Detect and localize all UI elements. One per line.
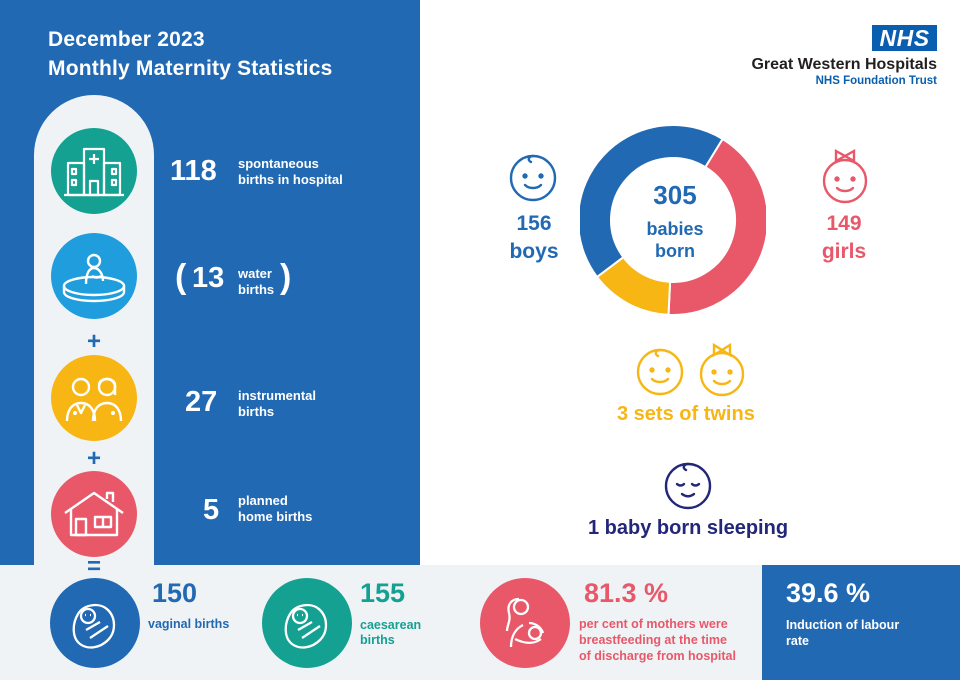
donut-segment-boys bbox=[580, 124, 725, 279]
boys-label: boys bbox=[509, 240, 559, 263]
induction-label-2: rate bbox=[786, 634, 809, 648]
water-close-paren: ) bbox=[280, 258, 292, 296]
breastfeeding-label-2: breastfeeding at the time bbox=[579, 633, 727, 647]
twins-label: 3 sets of twins bbox=[617, 403, 755, 425]
donut-segment-girls bbox=[667, 137, 766, 316]
instrumental-label-1: instrumental bbox=[238, 388, 317, 403]
vaginal-label: vaginal births bbox=[148, 617, 230, 631]
water-birth-icon bbox=[62, 253, 126, 303]
home-label-1: planned bbox=[238, 493, 288, 508]
report-title: Monthly Maternity Statistics bbox=[48, 57, 333, 80]
vaginal-icon-circle bbox=[50, 578, 140, 668]
breastfeeding-icon-circle bbox=[480, 578, 570, 668]
org-sub: NHS Foundation Trust bbox=[815, 75, 937, 87]
induction-label-1: Induction of labour bbox=[786, 618, 900, 632]
total-label-2: born bbox=[655, 241, 695, 261]
total-label-1: babies bbox=[646, 219, 704, 239]
caesarean-icon-circle bbox=[262, 578, 352, 668]
breastfeeding-icon bbox=[505, 597, 545, 648]
vaginal-value: 150 bbox=[152, 578, 198, 608]
induction-panel bbox=[762, 565, 960, 680]
sleeping-baby-icon bbox=[664, 462, 712, 510]
caesarean-label-1: caesarean bbox=[360, 618, 422, 632]
boys-value: 156 bbox=[516, 212, 552, 235]
instrumental-value: 27 bbox=[185, 386, 218, 418]
water-birth-icon-circle bbox=[51, 233, 137, 319]
breastfeeding-label-3: of discharge from hospital bbox=[579, 649, 736, 663]
instrumental-label-2: births bbox=[238, 404, 275, 419]
breastfeeding-value: 81.3 % bbox=[584, 578, 669, 608]
plus-sign: + bbox=[86, 445, 101, 472]
clinicians-icon bbox=[65, 377, 123, 422]
water-open-paren: ( bbox=[175, 258, 187, 296]
report-date: December 2023 bbox=[48, 28, 205, 51]
caesarean-value: 155 bbox=[360, 578, 406, 608]
swaddled-baby-icon bbox=[284, 603, 328, 649]
swaddled-baby-icon bbox=[72, 603, 116, 649]
donut-segment-twins bbox=[595, 255, 672, 316]
home-value: 5 bbox=[203, 494, 220, 526]
total-value: 305 bbox=[653, 180, 697, 210]
home-label-2: home births bbox=[238, 509, 313, 524]
water-value: 13 bbox=[192, 262, 225, 294]
caesarean-label-2: births bbox=[360, 633, 395, 647]
spontaneous-value: 118 bbox=[170, 155, 217, 187]
water-label-2: births bbox=[238, 282, 275, 297]
boy-baby-icon bbox=[509, 154, 557, 202]
girls-label: girls bbox=[821, 240, 867, 263]
girls-value: 149 bbox=[826, 212, 862, 235]
induction-value: 39.6 % bbox=[786, 578, 871, 608]
clinicians-icon-circle bbox=[51, 355, 137, 441]
water-label-1: water bbox=[238, 266, 272, 281]
sleeping-label: 1 baby born sleeping bbox=[588, 517, 789, 539]
twins-icon bbox=[636, 342, 745, 397]
house-icon bbox=[64, 491, 124, 537]
girl-baby-icon bbox=[822, 148, 868, 204]
org-name: Great Western Hospitals bbox=[751, 56, 937, 73]
nhs-logo: NHS bbox=[872, 25, 937, 51]
hospital-icon-circle bbox=[51, 128, 137, 214]
spontaneous-label-2: births in hospital bbox=[238, 172, 343, 187]
house-icon-circle bbox=[51, 471, 137, 557]
plus-sign: + bbox=[86, 328, 101, 355]
births-donut bbox=[580, 124, 766, 316]
breastfeeding-label-1: per cent of mothers were bbox=[579, 617, 728, 631]
spontaneous-label-1: spontaneous bbox=[238, 156, 319, 171]
equals-sign: = bbox=[86, 553, 101, 580]
hospital-icon bbox=[64, 147, 124, 197]
